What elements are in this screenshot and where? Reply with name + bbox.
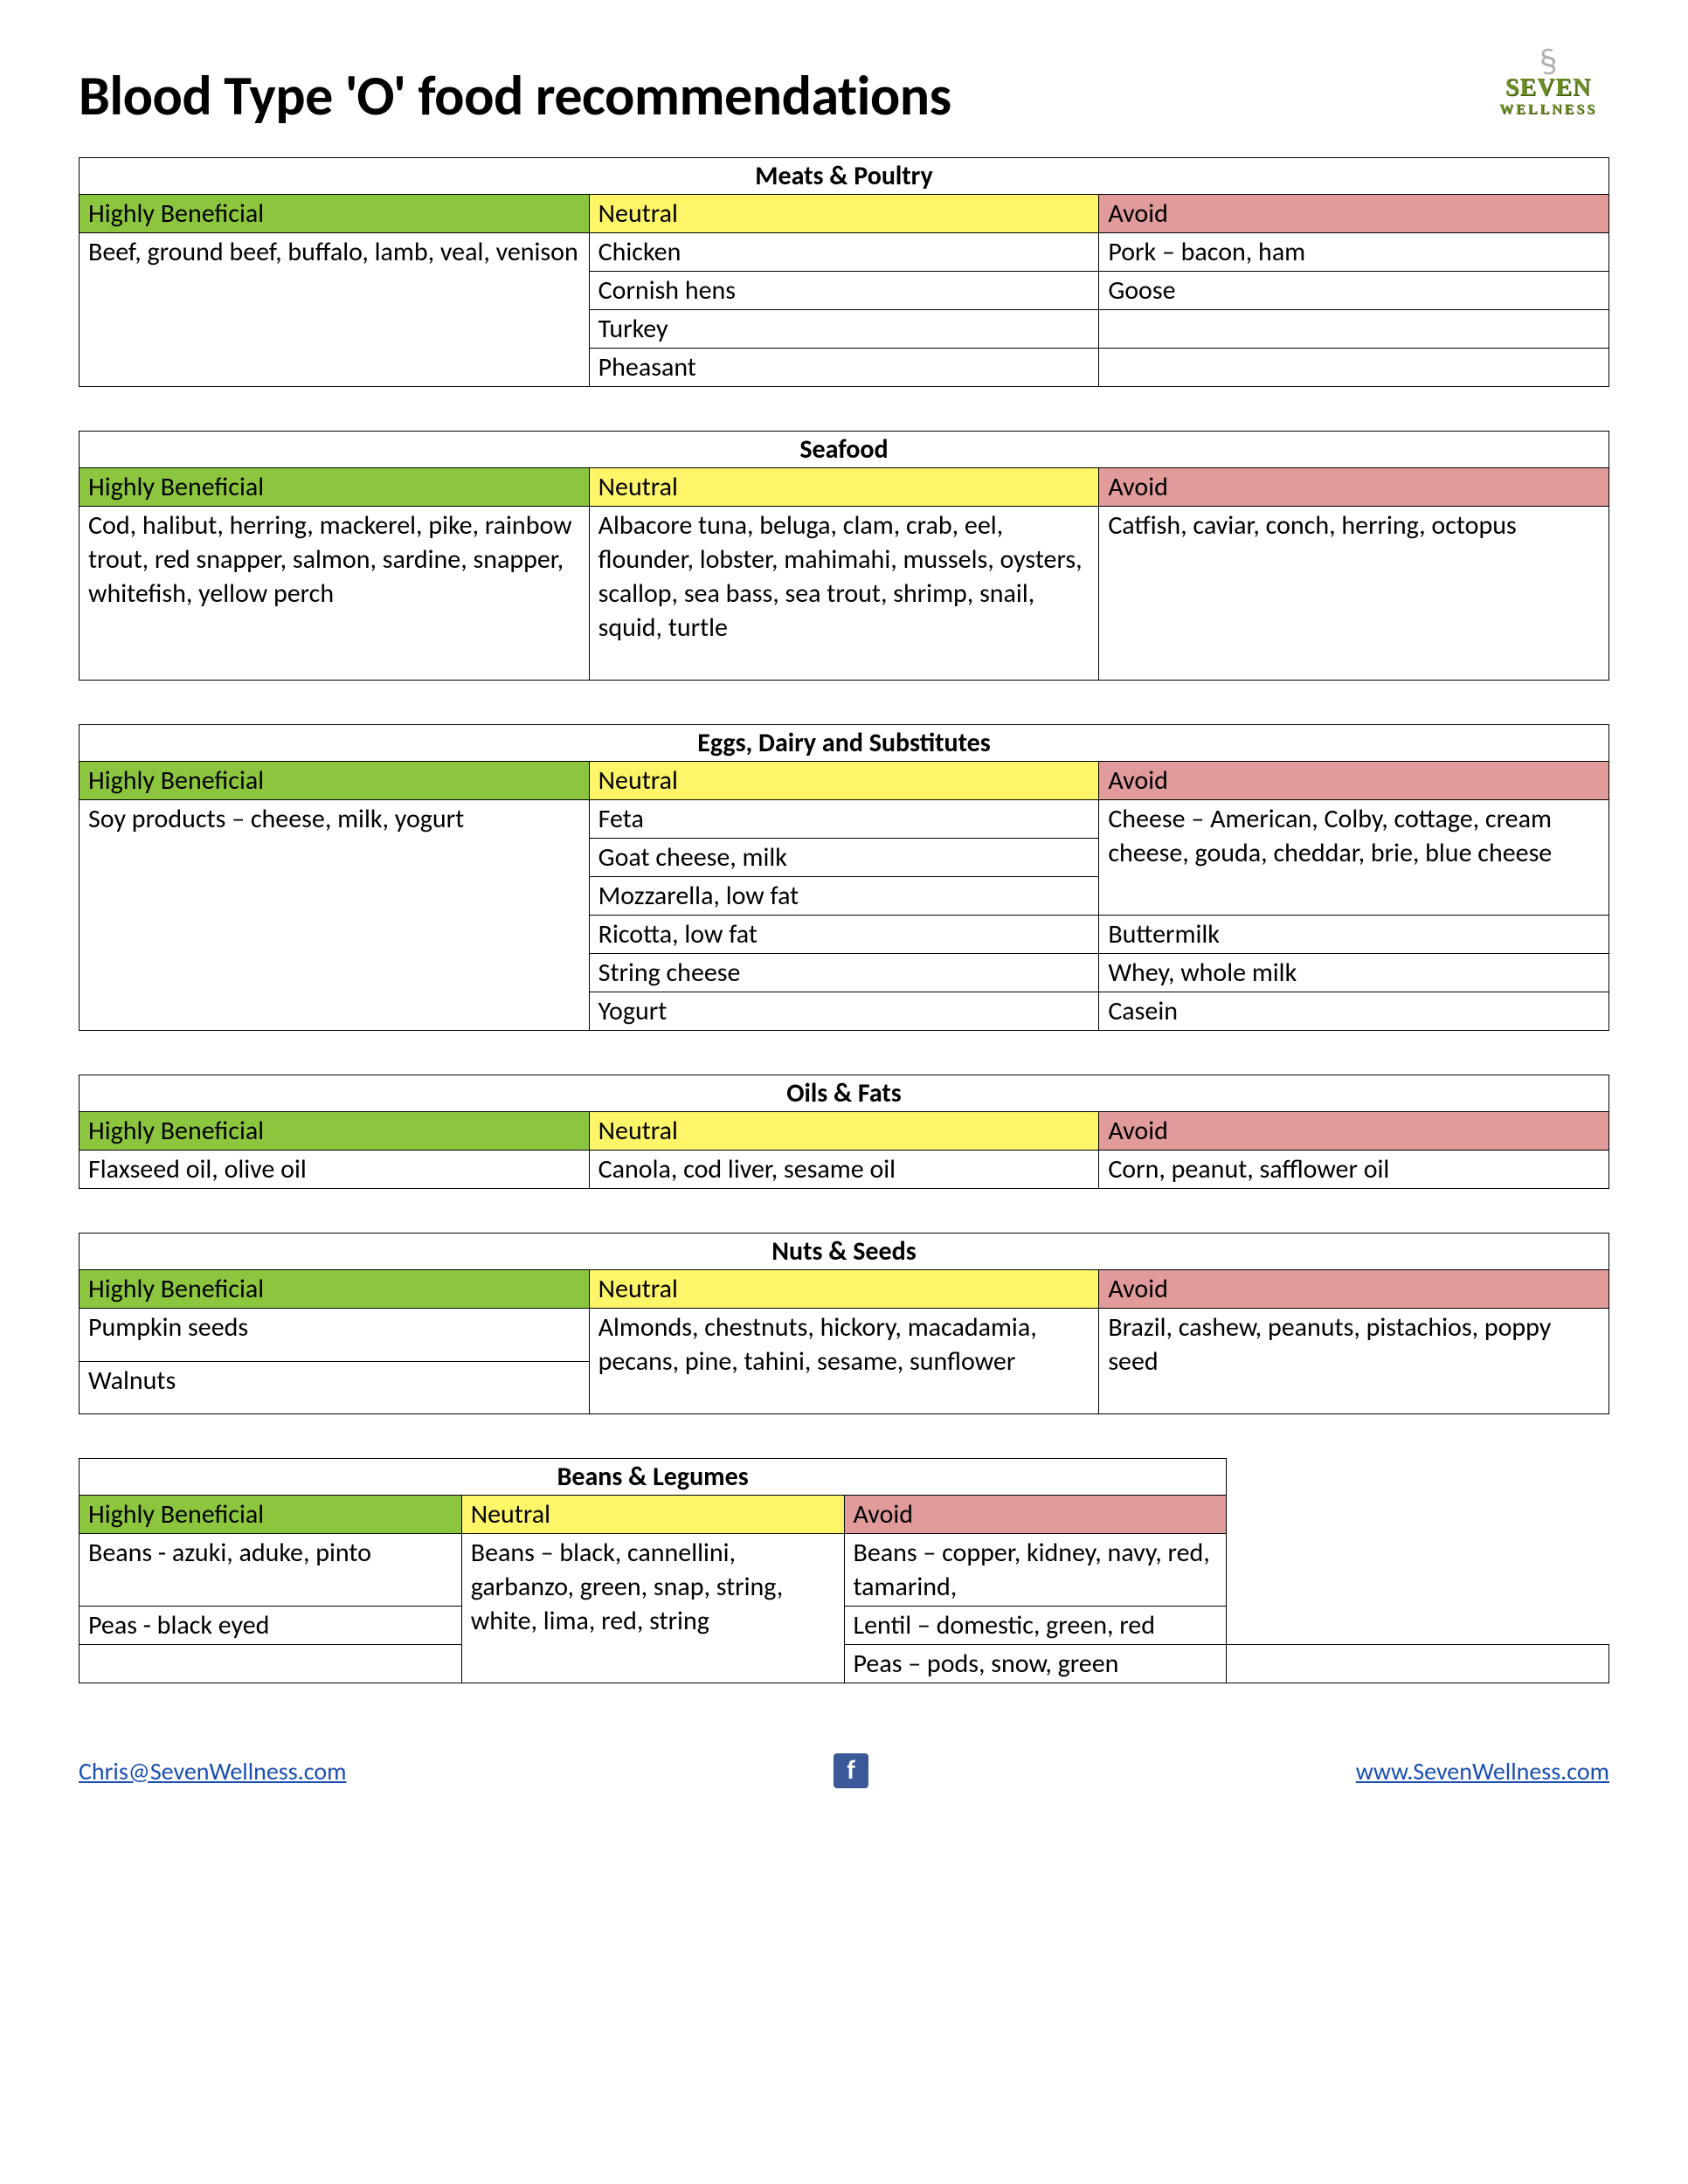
section-nuts-seeds: Nuts & SeedsHighly BeneficialNeutralAvoi…: [79, 1233, 1609, 1414]
cell-beneficial: Peas - black eyed: [80, 1607, 462, 1645]
food-table: Eggs, Dairy and SubstitutesHighly Benefi…: [79, 724, 1609, 1031]
column-header-beneficial: Highly Beneficial: [80, 468, 590, 507]
column-header-avoid: Avoid: [1099, 195, 1609, 233]
cell-beneficial: Pumpkin seeds: [80, 1309, 590, 1362]
cell-neutral: Goat cheese, milk: [589, 839, 1099, 877]
section-seafood: SeafoodHighly BeneficialNeutralAvoid Cod,…: [79, 431, 1609, 681]
cell-avoid: [1227, 1645, 1609, 1683]
cell-beneficial: Beans - azuki, aduke, pinto: [80, 1534, 462, 1607]
cell-neutral: Beans – black, cannellini, garbanzo, gre…: [461, 1534, 844, 1683]
footer: Chris@SevenWellness.com f www.SevenWelln…: [79, 1753, 1609, 1788]
cell-neutral: Yogurt: [589, 992, 1099, 1031]
cell-neutral: Pheasant: [589, 349, 1099, 387]
column-header-neutral: Neutral: [461, 1496, 844, 1534]
cell-avoid: Lentil – domestic, green, red: [844, 1607, 1227, 1645]
facebook-icon[interactable]: f: [834, 1753, 868, 1788]
column-header-neutral: Neutral: [589, 1112, 1099, 1151]
cell-avoid: [1099, 310, 1609, 349]
cell-avoid: Whey, whole milk: [1099, 954, 1609, 992]
section-title: Nuts & Seeds: [80, 1234, 1609, 1270]
cell-avoid: Cheese – American, Colby, cottage, cream…: [1099, 800, 1609, 916]
cell-beneficial: Flaxseed oil, olive oil: [80, 1151, 590, 1189]
cell-avoid: [1099, 349, 1609, 387]
footer-website-link[interactable]: www.SevenWellness.com: [1356, 1756, 1609, 1787]
cell-neutral: Cornish hens: [589, 272, 1099, 310]
logo-seven-wellness: § SEVEN WELLNESS: [1487, 52, 1609, 140]
cell-neutral: Chicken: [589, 233, 1099, 272]
page-title: Blood Type 'O' food recommendations: [79, 62, 951, 130]
column-header-avoid: Avoid: [844, 1496, 1227, 1534]
food-table: Beans & LegumesHighly BeneficialNeutralA…: [79, 1458, 1609, 1683]
cell-beneficial: Cod, halibut, herring, mackerel, pike, r…: [80, 507, 590, 681]
cell-neutral: Turkey: [589, 310, 1099, 349]
cell-beneficial: Soy products – cheese, milk, yogurt: [80, 800, 590, 1031]
section-title: Oils & Fats: [80, 1075, 1609, 1112]
cell-avoid: Corn, peanut, safflower oil: [1099, 1151, 1609, 1189]
column-header-beneficial: Highly Beneficial: [80, 762, 590, 800]
cell-avoid: Goose: [1099, 272, 1609, 310]
cell-beneficial: [80, 1645, 462, 1683]
cell-neutral: Albacore tuna, beluga, clam, crab, eel, …: [589, 507, 1099, 681]
section-title: Seafood: [80, 432, 1609, 468]
cell-neutral: Feta: [589, 800, 1099, 839]
column-header-neutral: Neutral: [589, 1270, 1099, 1309]
section-eggs-dairy-and-substitutes: Eggs, Dairy and SubstitutesHighly Benefi…: [79, 724, 1609, 1031]
column-header-avoid: Avoid: [1099, 762, 1609, 800]
column-header-avoid: Avoid: [1099, 468, 1609, 507]
column-header-beneficial: Highly Beneficial: [80, 1112, 590, 1151]
footer-email-link[interactable]: Chris@SevenWellness.com: [79, 1756, 347, 1787]
column-header-neutral: Neutral: [589, 762, 1099, 800]
cell-neutral: Peas – pods, snow, green: [844, 1645, 1227, 1683]
cell-neutral: Canola, cod liver, sesame oil: [589, 1151, 1099, 1189]
cell-avoid: Buttermilk: [1099, 916, 1609, 954]
cell-neutral: Almonds, chestnuts, hickory, macadamia, …: [589, 1309, 1099, 1414]
cell-neutral: Mozzarella, low fat: [589, 877, 1099, 916]
section-oils-fats: Oils & FatsHighly BeneficialNeutralAvoid…: [79, 1075, 1609, 1189]
cell-avoid: Brazil, cashew, peanuts, pistachios, pop…: [1099, 1309, 1609, 1414]
section-beans-legumes: Beans & LegumesHighly BeneficialNeutralA…: [79, 1458, 1609, 1683]
column-header-neutral: Neutral: [589, 468, 1099, 507]
header: Blood Type 'O' food recommendations § SE…: [79, 52, 1609, 140]
cell-avoid: Casein: [1099, 992, 1609, 1031]
cell-neutral: String cheese: [589, 954, 1099, 992]
section-title: Beans & Legumes: [80, 1459, 1227, 1496]
column-header-avoid: Avoid: [1099, 1270, 1609, 1309]
column-header-avoid: Avoid: [1099, 1112, 1609, 1151]
sections-container: Meats & PoultryHighly BeneficialNeutralA…: [79, 157, 1609, 1683]
cell-avoid: Catfish, caviar, conch, herring, octopus: [1099, 507, 1609, 681]
section-meats-poultry: Meats & PoultryHighly BeneficialNeutralA…: [79, 157, 1609, 387]
food-table: Meats & PoultryHighly BeneficialNeutralA…: [79, 157, 1609, 387]
logo-bottom: WELLNESS: [1499, 102, 1597, 118]
column-header-beneficial: Highly Beneficial: [80, 1270, 590, 1309]
cell-avoid: Pork – bacon, ham: [1099, 233, 1609, 272]
column-header-neutral: Neutral: [589, 195, 1099, 233]
cell-neutral: Ricotta, low fat: [589, 916, 1099, 954]
cell-beneficial: Walnuts: [80, 1361, 590, 1414]
food-table: Nuts & SeedsHighly BeneficialNeutralAvoi…: [79, 1233, 1609, 1414]
food-table: SeafoodHighly BeneficialNeutralAvoid Cod,…: [79, 431, 1609, 681]
food-table: Oils & FatsHighly BeneficialNeutralAvoid…: [79, 1075, 1609, 1189]
cell-beneficial: Beef, ground beef, buffalo, lamb, veal, …: [80, 233, 590, 387]
cell-avoid: Beans – copper, kidney, navy, red, tamar…: [844, 1534, 1227, 1607]
section-title: Eggs, Dairy and Substitutes: [80, 725, 1609, 762]
column-header-beneficial: Highly Beneficial: [80, 195, 590, 233]
column-header-beneficial: Highly Beneficial: [80, 1496, 462, 1534]
section-title: Meats & Poultry: [80, 158, 1609, 195]
